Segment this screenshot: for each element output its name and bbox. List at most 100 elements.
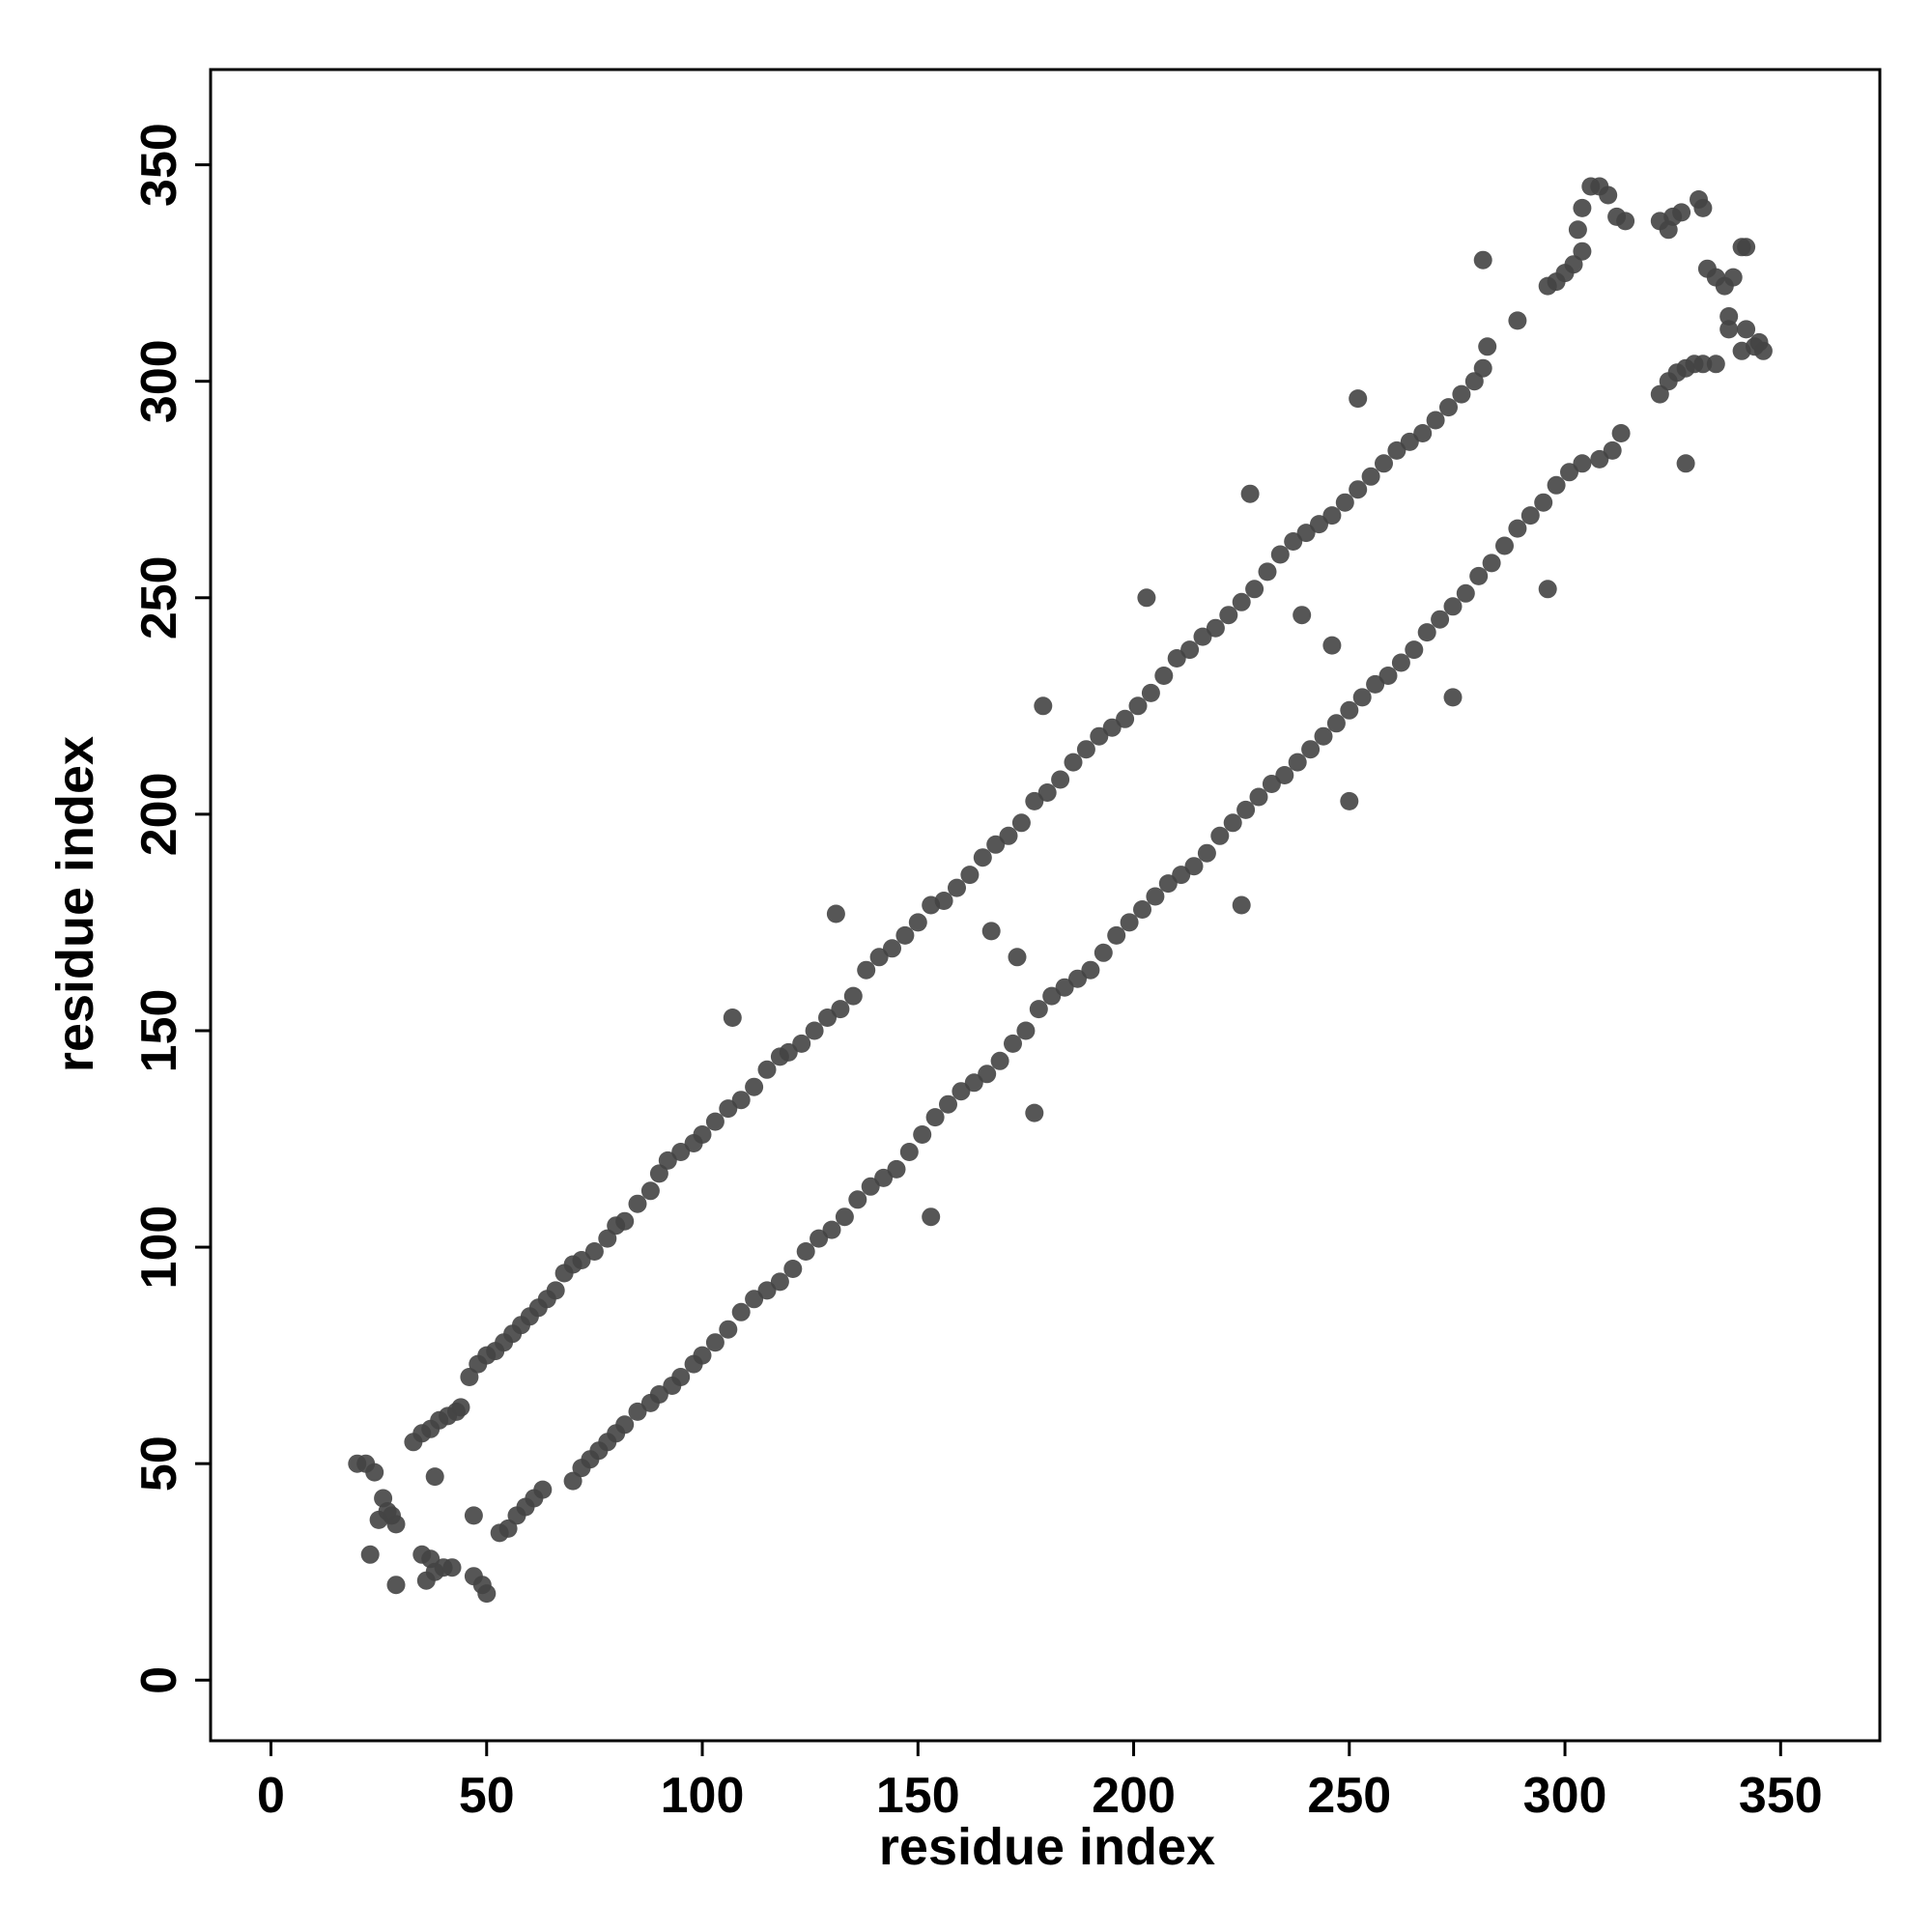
data-point <box>705 1333 724 1352</box>
x-tick-label: 0 <box>257 1768 285 1824</box>
data-point <box>857 960 876 980</box>
data-point <box>1322 636 1342 655</box>
data-point <box>1706 355 1725 374</box>
data-point <box>826 904 845 923</box>
data-point <box>386 1515 406 1534</box>
data-point <box>640 1181 660 1201</box>
data-point <box>425 1467 444 1487</box>
x-tick-label: 250 <box>1307 1768 1391 1824</box>
data-point <box>1154 667 1174 685</box>
data-point <box>1560 463 1578 482</box>
data-point <box>628 1194 647 1213</box>
data-point <box>1737 238 1756 257</box>
data-point <box>1335 493 1354 512</box>
x-tick-label: 200 <box>1092 1768 1176 1824</box>
data-point <box>1650 384 1669 404</box>
data-point <box>1737 320 1756 339</box>
data-point <box>1141 683 1160 702</box>
y-tick-label: 250 <box>131 555 187 639</box>
data-point <box>1034 696 1053 716</box>
data-point <box>615 1211 635 1231</box>
data-point <box>1172 866 1191 885</box>
data-point <box>1478 337 1497 356</box>
data-point <box>1240 484 1260 503</box>
data-point <box>658 1151 677 1170</box>
data-point <box>1719 320 1739 339</box>
data-point <box>1245 580 1264 599</box>
data-point <box>1094 943 1113 962</box>
data-point <box>805 1021 824 1040</box>
data-point <box>1197 843 1216 863</box>
data-point <box>1232 592 1251 611</box>
data-point <box>1417 623 1436 642</box>
data-point <box>1611 424 1631 442</box>
data-point <box>451 1398 470 1417</box>
data-point <box>1116 709 1135 728</box>
data-point <box>671 1143 691 1161</box>
data-point <box>796 1242 815 1261</box>
data-point <box>1025 1103 1044 1122</box>
data-point <box>598 1229 617 1248</box>
data-point <box>719 1320 738 1339</box>
data-point <box>999 826 1018 845</box>
data-point <box>1029 1000 1048 1019</box>
data-point <box>757 1060 777 1079</box>
data-point <box>1296 524 1316 543</box>
data-point <box>939 1094 957 1114</box>
data-point <box>365 1463 384 1482</box>
y-tick-label: 350 <box>131 123 187 207</box>
plot-frame <box>209 68 1882 1743</box>
data-point <box>1322 506 1342 526</box>
data-point <box>934 892 953 910</box>
data-point <box>1616 212 1635 231</box>
data-point <box>1301 740 1321 759</box>
data-point <box>1413 424 1433 442</box>
data-point <box>952 1082 971 1101</box>
data-point <box>973 848 992 867</box>
data-point <box>1387 440 1406 460</box>
data-point <box>1482 554 1501 573</box>
data-point <box>1564 255 1583 274</box>
data-point <box>1573 454 1592 473</box>
data-point <box>1133 900 1151 919</box>
data-point <box>779 1042 798 1062</box>
data-point <box>563 1471 582 1491</box>
data-point <box>1004 1034 1022 1053</box>
data-point <box>960 866 980 885</box>
data-point <box>1167 649 1186 668</box>
data-point <box>693 1346 712 1365</box>
data-point <box>1016 1021 1036 1040</box>
data-point <box>1603 440 1622 460</box>
x-axis-title: residue index <box>879 1818 1215 1876</box>
data-point <box>1538 580 1557 599</box>
data-point <box>1452 384 1471 404</box>
data-point <box>978 1065 997 1084</box>
data-point <box>1400 432 1419 451</box>
data-point <box>693 1125 712 1144</box>
data-point <box>1534 493 1553 512</box>
data-point <box>1361 467 1380 486</box>
data-point <box>1375 454 1393 473</box>
data-point <box>1456 583 1475 603</box>
data-point <box>1128 696 1148 716</box>
data-point <box>628 1402 647 1421</box>
x-axis: 0 50 100 150 200 250 300 350 <box>257 1741 1823 1824</box>
data-point <box>757 1281 777 1300</box>
data-point <box>986 835 1006 854</box>
data-point <box>895 925 915 945</box>
y-tick-label: 100 <box>131 1206 187 1290</box>
data-point <box>1137 588 1156 608</box>
data-point <box>1219 606 1238 625</box>
data-point <box>869 948 889 967</box>
data-point <box>1326 714 1346 733</box>
data-point <box>1520 506 1540 526</box>
data-point <box>1090 726 1109 746</box>
data-point <box>1573 242 1592 261</box>
data-point <box>1120 913 1139 932</box>
data-point <box>1275 766 1294 784</box>
data-point <box>1431 610 1450 629</box>
data-point <box>498 1519 518 1538</box>
data-point <box>964 1073 983 1093</box>
data-point <box>1439 398 1458 417</box>
data-point <box>442 1558 462 1577</box>
